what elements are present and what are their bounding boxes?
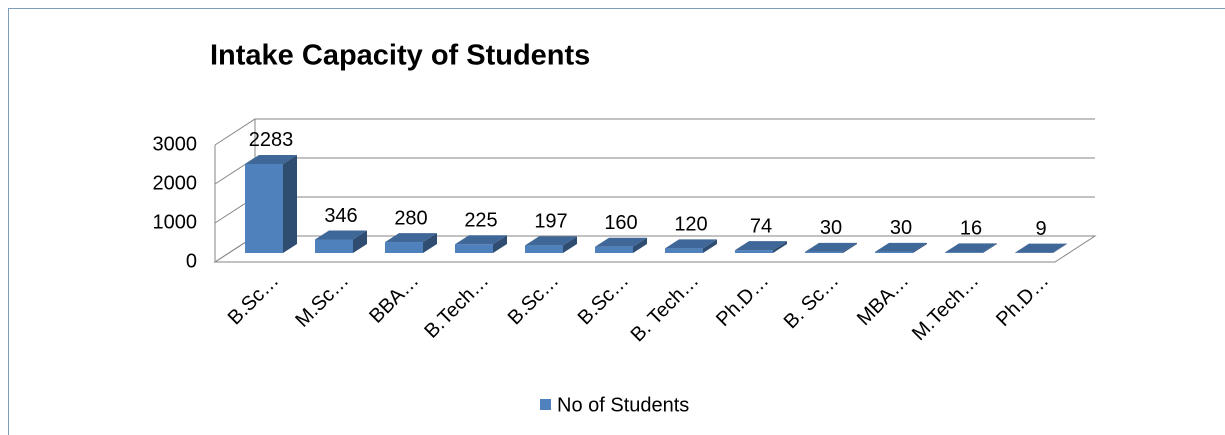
bar-side (283, 154, 297, 253)
data-label: 9 (1035, 218, 1046, 240)
y-tick-label: 1000 (153, 211, 198, 233)
bar-top (805, 242, 857, 252)
grid-line (214, 157, 1095, 185)
bar-side (563, 236, 577, 253)
bar-top (245, 154, 297, 164)
bar-top (735, 241, 787, 251)
y-tick-label: 2000 (153, 172, 198, 194)
grid-line (214, 118, 1095, 146)
bar-top (665, 239, 717, 249)
bar-side (983, 243, 997, 253)
bar (665, 248, 703, 253)
bar-side (773, 241, 787, 253)
x-tick-label: B.Sc… (574, 270, 634, 330)
data-label: 346 (324, 205, 357, 227)
x-tick-label: MBA… (853, 270, 913, 330)
bar-side (493, 235, 507, 253)
x-tick-label: B. Sc… (780, 270, 843, 333)
bar-side (423, 233, 437, 253)
bar-top (875, 242, 927, 252)
bar (385, 242, 423, 253)
data-label: 30 (820, 217, 842, 239)
data-label: 280 (394, 207, 427, 229)
data-label: 160 (604, 212, 637, 234)
bar-side (1053, 243, 1067, 253)
bar (525, 245, 563, 253)
x-tick-label: BBA… (365, 270, 423, 328)
y-tick-label: 3000 (153, 133, 198, 155)
data-label: 30 (890, 217, 912, 239)
y-tick-label: 0 (186, 250, 197, 272)
bar (735, 250, 773, 253)
bar-top (595, 237, 647, 247)
data-label: 2283 (249, 129, 294, 151)
data-label: 16 (960, 218, 982, 240)
bar (805, 251, 843, 253)
x-tick-label: B.Tech… (420, 270, 493, 343)
bar-top (385, 233, 437, 243)
bar-side (913, 242, 927, 253)
bar (245, 163, 283, 253)
x-tick-label: Ph.D… (992, 270, 1053, 331)
data-label: 225 (464, 210, 497, 232)
bar (945, 252, 983, 253)
data-label: 120 (674, 214, 707, 236)
bar-side (633, 237, 647, 253)
data-label: 74 (750, 215, 772, 237)
data-label: 197 (534, 211, 567, 233)
legend-swatch (540, 399, 551, 410)
x-tick-label: M.Tech… (908, 270, 983, 345)
bar-top (525, 236, 577, 246)
bar-top (315, 230, 367, 240)
bar-side (703, 239, 717, 253)
bar-top (945, 243, 997, 253)
chart-title: Intake Capacity of Students (210, 40, 590, 72)
bar-side (843, 242, 857, 253)
bar-side (353, 230, 367, 253)
x-tick-label: B.Sc… (224, 270, 284, 330)
bar-top (455, 235, 507, 245)
x-tick-label: M.Sc… (291, 270, 353, 332)
x-tick-label: B. Tech… (627, 270, 704, 347)
x-tick-label: Ph.D… (712, 270, 773, 331)
x-tick-label: B.Sc… (504, 270, 564, 330)
bar (455, 244, 493, 253)
legend-label: No of Students (557, 394, 689, 416)
bar (315, 239, 353, 253)
bar (875, 251, 913, 253)
bar (595, 246, 633, 253)
bar-top (1015, 243, 1067, 253)
